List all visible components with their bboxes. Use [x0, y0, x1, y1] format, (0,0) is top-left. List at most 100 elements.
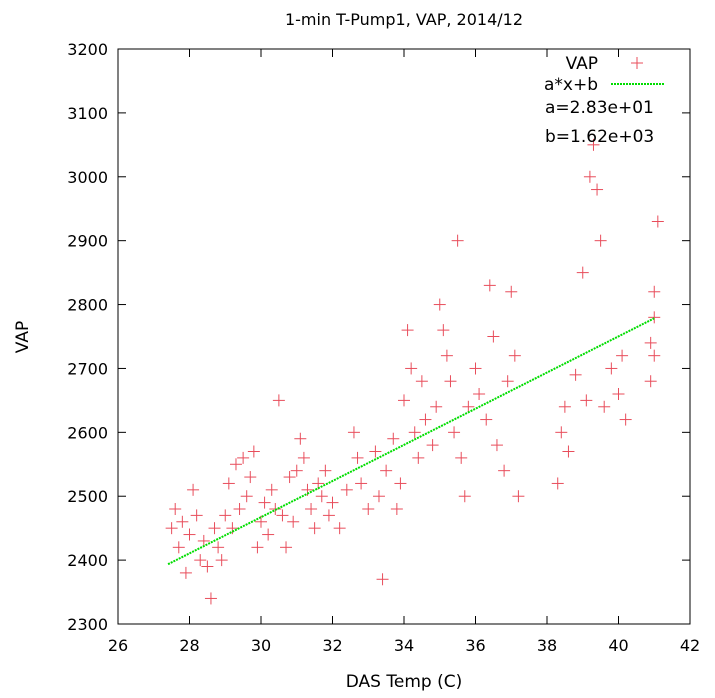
data-point — [240, 490, 253, 503]
data-point — [187, 483, 200, 496]
data-point — [340, 483, 353, 496]
legend-label-vap: VAP — [566, 54, 598, 74]
data-point — [322, 509, 335, 522]
y-tick-label: 3000 — [67, 168, 108, 187]
data-point — [222, 477, 235, 490]
data-point — [405, 362, 418, 375]
data-point — [562, 445, 575, 458]
x-tick-label: 42 — [680, 636, 700, 655]
data-point — [616, 349, 629, 362]
data-point — [430, 400, 443, 413]
data-point — [580, 394, 593, 407]
data-point — [619, 413, 632, 426]
data-point — [237, 451, 250, 464]
data-point — [558, 400, 571, 413]
x-tick-label: 34 — [394, 636, 414, 655]
data-point — [451, 234, 464, 247]
y-tick-label: 2900 — [67, 232, 108, 251]
data-point — [598, 400, 611, 413]
data-point — [490, 439, 503, 452]
data-point — [398, 394, 410, 407]
data-point — [233, 503, 246, 515]
chart-title: 1-min T-Pump1, VAP, 2014/12 — [285, 10, 523, 29]
data-point — [351, 451, 364, 464]
data-point — [380, 464, 393, 477]
data-point — [287, 515, 300, 528]
data-point — [219, 509, 232, 522]
data-point — [555, 426, 568, 439]
data-point — [448, 426, 461, 439]
data-point — [587, 138, 600, 151]
data-point — [176, 515, 189, 528]
data-point — [315, 490, 328, 503]
data-point — [347, 426, 360, 439]
x-tick-label: 30 — [251, 636, 271, 655]
data-point — [215, 554, 228, 567]
data-point — [262, 528, 275, 541]
data-point — [229, 458, 242, 471]
data-point — [258, 496, 271, 509]
data-point — [169, 503, 182, 515]
data-point — [326, 496, 339, 509]
data-point — [305, 503, 318, 515]
data-point — [440, 349, 453, 362]
annotation-b: b=1.62e+03 — [545, 127, 654, 147]
y-tick-label: 2700 — [67, 359, 108, 378]
data-point — [594, 234, 607, 247]
data-point — [483, 279, 496, 292]
data-point — [644, 375, 657, 388]
data-point — [376, 573, 389, 586]
annotation-a: a=2.83e+01 — [545, 98, 654, 118]
x-tick-label: 28 — [179, 636, 199, 655]
data-point — [212, 541, 225, 554]
data-point — [194, 554, 207, 567]
fit-line-series — [167, 317, 655, 566]
y-axis: 2300 2400 2500 2600 2700 2800 2900 3000 3100 3200 — [67, 40, 690, 634]
data-point — [208, 522, 221, 535]
y-tick-label: 3200 — [67, 40, 108, 59]
data-point — [437, 324, 450, 337]
data-point — [508, 349, 521, 362]
data-point — [355, 477, 368, 490]
data-point — [372, 490, 385, 503]
x-axis-label: DAS Temp (C) — [346, 672, 462, 692]
y-tick-label: 2500 — [67, 487, 108, 506]
y-tick-label: 2800 — [67, 296, 108, 315]
data-point — [183, 528, 196, 541]
data-point — [651, 215, 664, 228]
data-point — [297, 451, 310, 464]
data-point — [265, 483, 278, 496]
data-point — [387, 432, 400, 445]
y-axis-label: VAP — [13, 321, 33, 353]
y-tick-label: 3100 — [67, 104, 108, 123]
vap-series — [165, 138, 664, 605]
data-point — [505, 285, 518, 298]
x-axis: 26 28 30 32 34 36 38 40 42 — [108, 49, 700, 655]
data-point — [473, 388, 486, 400]
data-point — [487, 330, 500, 343]
data-point — [605, 362, 618, 375]
data-point — [512, 490, 525, 503]
data-point — [576, 266, 589, 279]
data-point — [319, 464, 332, 477]
data-point — [644, 336, 657, 349]
data-point — [401, 324, 414, 337]
data-point — [433, 298, 446, 311]
data-point — [276, 509, 289, 522]
legend-label-fit: a*x+b — [544, 75, 598, 95]
x-tick-label: 36 — [465, 636, 485, 655]
data-point — [369, 445, 382, 458]
data-point — [290, 464, 303, 477]
data-point — [272, 394, 285, 407]
data-point — [179, 566, 192, 579]
data-point — [251, 541, 264, 554]
data-point — [308, 522, 321, 535]
data-point — [283, 471, 296, 484]
data-point — [165, 522, 178, 535]
data-point — [480, 413, 493, 426]
data-point — [591, 183, 604, 196]
data-point — [280, 541, 293, 554]
data-point — [501, 375, 514, 388]
data-point — [419, 413, 432, 426]
